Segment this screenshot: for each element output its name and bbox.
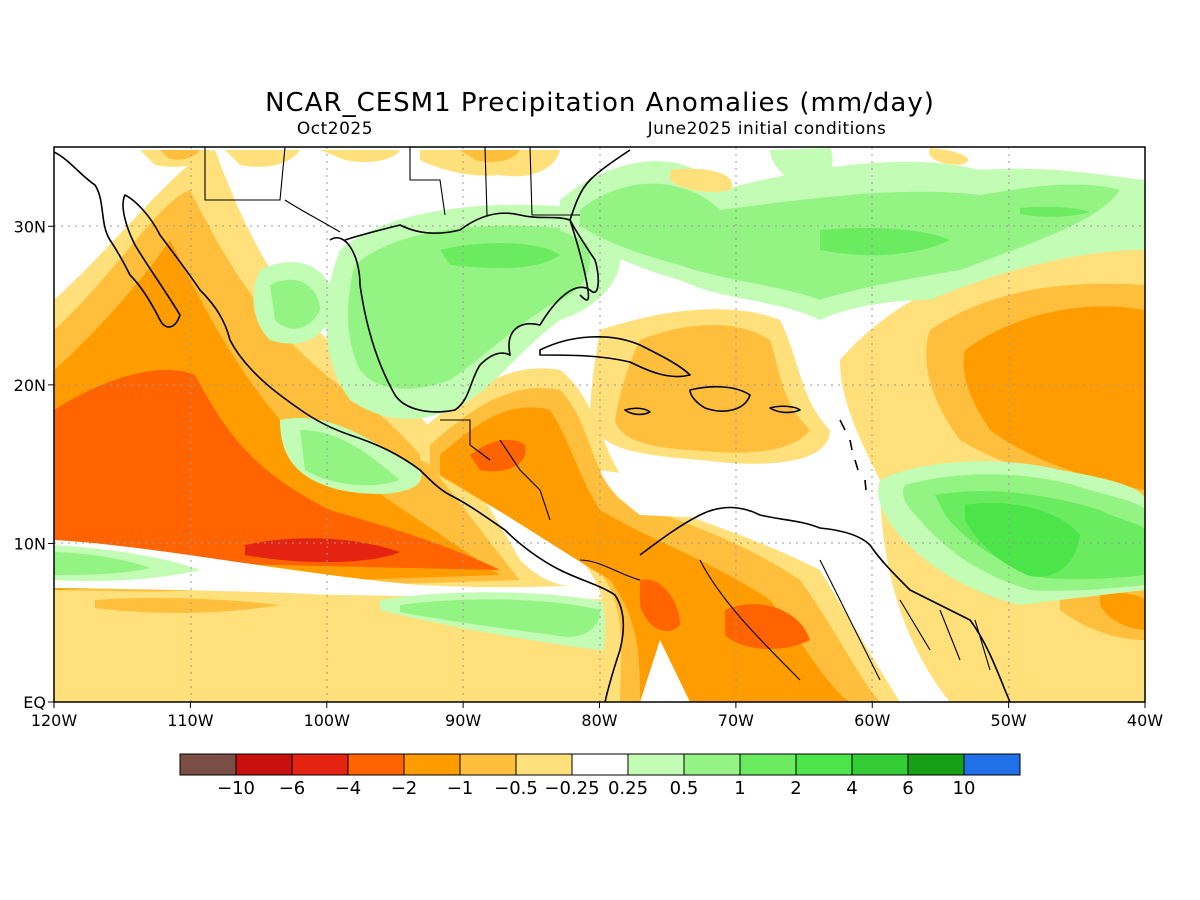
coastlines [54, 149, 1011, 702]
colorbar-swatch [347, 753, 405, 776]
x-tick-label: 70W [718, 711, 754, 730]
map-gridlines [54, 147, 1145, 702]
colorbar-label: 6 [902, 778, 913, 799]
colorbar-swatch [571, 753, 629, 776]
colorbar-label: 1 [734, 778, 745, 799]
cuba-coastline [539, 336, 691, 378]
colorbar-label: −2 [391, 778, 418, 799]
political-borders [204, 147, 991, 681]
florida-coastline [569, 149, 631, 301]
colorbar-labels: −10 −6 −4 −2 −1 −0.5 −0.25 0.25 0.5 1 2 4 6 10 [217, 778, 975, 799]
colorbar-label: 2 [790, 778, 801, 799]
colorbar-label: −0.25 [544, 778, 599, 799]
lesser-antilles-coastline [839, 419, 867, 491]
gulf-of-mexico-wet-anomaly-region [253, 204, 621, 494]
x-tick-label: 40W [1127, 711, 1163, 730]
colorbar-swatch [795, 753, 853, 776]
subtropical-atlantic-wet-anomaly-region [140, 148, 1145, 320]
y-tick-label: 10N [14, 534, 46, 553]
colorbar-swatch [851, 753, 909, 776]
colorbar-swatch [515, 753, 573, 776]
colorbar-label: 10 [953, 778, 976, 799]
tropical-atlantic-wet-anomaly-region [878, 461, 1145, 605]
colorbar-swatch [459, 753, 517, 776]
colorbar-label: 0.5 [670, 778, 699, 799]
x-tick-label: 110W [167, 711, 214, 730]
y-tick-label: 20N [14, 376, 46, 395]
colorbar-swatch [235, 753, 293, 776]
puerto-rico-coastline [769, 405, 801, 414]
north-america-coastline [54, 151, 625, 702]
colorbar-swatch [179, 753, 237, 776]
colorbar [179, 753, 1021, 776]
x-tick-label: 100W [304, 711, 351, 730]
colorbar-label: 0.25 [608, 778, 648, 799]
latitude-axis: EQ 10N 20N 30N [14, 217, 54, 712]
y-tick-label: EQ [23, 693, 46, 712]
hispaniola-coastline [689, 385, 751, 412]
colorbar-label: −6 [279, 778, 306, 799]
y-tick-label: 30N [14, 217, 46, 236]
colorbar-swatch [403, 753, 461, 776]
longitude-axis: 120W 110W 100W 90W 80W 70W 60W 50W 40W [31, 702, 1163, 730]
map-title: NCAR_CESM1 Precipitation Anomalies (mm/d… [265, 88, 935, 118]
x-tick-label: 50W [991, 711, 1027, 730]
x-tick-label: 80W [581, 711, 617, 730]
colorbar-swatch [627, 753, 685, 776]
colorbar-label: −10 [217, 778, 255, 799]
colorbar-swatch [907, 753, 965, 776]
colorbar-label: −1 [447, 778, 474, 799]
colorbar-swatch [739, 753, 797, 776]
central-america-dry-anomaly-region [420, 368, 900, 702]
valid-month-label: Oct2025 [297, 119, 373, 139]
colorbar-swatch [291, 753, 349, 776]
colorbar-label: −4 [335, 778, 362, 799]
colorbar-swatch [963, 753, 1021, 776]
initial-conditions-label: June2025 initial conditions [647, 119, 887, 139]
south-america-coastline [639, 506, 1011, 702]
gulf-coastline [329, 212, 600, 413]
colorbar-swatch [683, 753, 741, 776]
x-tick-label: 120W [31, 711, 78, 730]
map-plot-area [54, 147, 1145, 702]
colorbar-label: −0.5 [494, 778, 538, 799]
colorbar-label: 4 [846, 778, 857, 799]
pacific-dry-anomaly-region [54, 150, 640, 702]
jamaica-coastline [624, 407, 651, 416]
x-tick-label: 90W [445, 711, 481, 730]
x-tick-label: 60W [854, 711, 890, 730]
